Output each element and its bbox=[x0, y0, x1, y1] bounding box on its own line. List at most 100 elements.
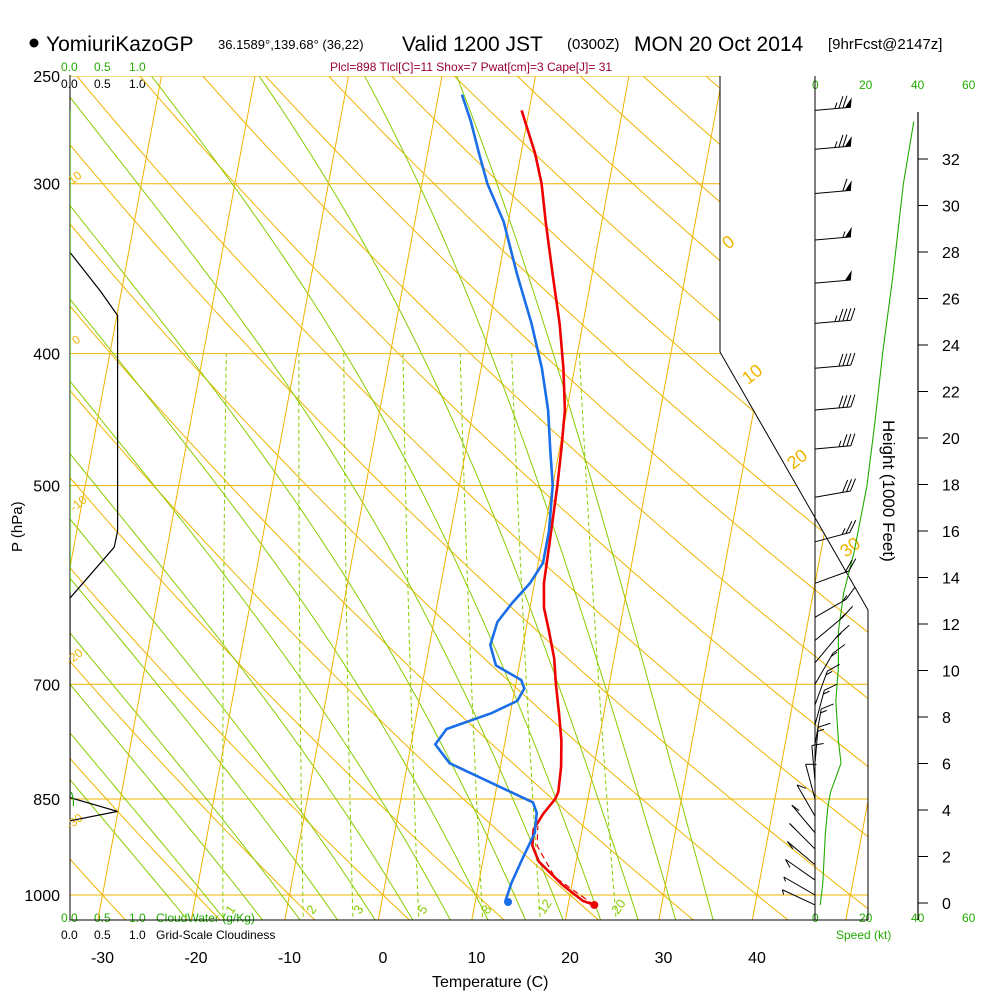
wind-barb-flag bbox=[851, 308, 855, 320]
dry-adiabat-line bbox=[803, 52, 1000, 924]
wind-barb-flag bbox=[838, 625, 849, 635]
wind-barb-flag bbox=[846, 521, 852, 533]
mixing-ratio-line bbox=[512, 354, 541, 924]
cloud-panel bbox=[70, 110, 118, 821]
cloud-water-tick-label: 0.0 bbox=[61, 60, 78, 74]
wind-barb-flag bbox=[847, 353, 851, 365]
wind-barb-flag bbox=[839, 309, 843, 321]
valid-time: Valid 1200 JST bbox=[402, 33, 543, 56]
pressure-tick-label: 850 bbox=[33, 792, 60, 809]
height-tick-label: 22 bbox=[942, 385, 960, 402]
height-axis-title: Height (1000 Feet) bbox=[879, 420, 898, 562]
isotherm-line bbox=[565, 52, 727, 924]
mixing-ratio-label: 12 bbox=[534, 896, 555, 916]
speed-axis-label: Speed (kt) bbox=[836, 928, 891, 942]
wind-barb bbox=[815, 395, 855, 410]
temperature-tick-label: -30 bbox=[91, 950, 114, 967]
wind-barbs bbox=[782, 96, 855, 905]
isotherm-line bbox=[4, 52, 166, 924]
height-tick-label: 0 bbox=[942, 896, 951, 913]
wind-barb bbox=[815, 135, 852, 150]
moist-adiabat-line bbox=[35, 52, 565, 924]
height-tick-label: 12 bbox=[942, 617, 960, 634]
isotherm-line bbox=[191, 52, 353, 924]
wind-barb-shaft bbox=[786, 859, 815, 880]
wind-barb-flag bbox=[821, 704, 833, 709]
wind-barb-flag bbox=[843, 434, 847, 446]
wind-barb bbox=[815, 587, 855, 617]
wind-barb bbox=[815, 270, 852, 283]
wind-barb bbox=[815, 625, 849, 663]
speed-tick-label: 40 bbox=[911, 78, 925, 92]
mixing-ratio-line bbox=[403, 354, 419, 924]
wind-barb-shaft bbox=[815, 107, 851, 110]
height-tick-label: 26 bbox=[942, 292, 960, 309]
isotherm-label: 10 bbox=[65, 168, 84, 187]
isotherm-label: 30 bbox=[836, 533, 864, 561]
wind-barb bbox=[815, 434, 855, 449]
height-tick-label: 10 bbox=[942, 664, 960, 681]
cloud-scale-bottom: 0.0 0.5 1.0 CloudWater (g/Kg) 0.0 0.5 1.… bbox=[61, 911, 275, 942]
wind-barb-flag bbox=[824, 684, 836, 690]
temperature-tick-label: -10 bbox=[278, 950, 301, 967]
wind-barb-flag bbox=[839, 135, 843, 147]
mixing-ratio-lines bbox=[223, 354, 617, 924]
moist-adiabat-line bbox=[0, 52, 452, 924]
height-tick-label: 24 bbox=[942, 338, 960, 355]
dewpoint-line bbox=[435, 95, 552, 902]
wind-barb-flag bbox=[818, 723, 830, 727]
wind-barb-shaft bbox=[815, 446, 851, 449]
sounding-series bbox=[435, 95, 598, 909]
cloud-scale-top: 0.0 0.5 1.0 0.0 0.5 1.0 bbox=[61, 60, 146, 91]
y-axis-title: P (hPa) bbox=[9, 501, 26, 552]
isotherm-line bbox=[658, 52, 820, 924]
dry-adiabat-line bbox=[0, 52, 414, 924]
isobars bbox=[70, 76, 1000, 895]
isotherm-label: 10 bbox=[738, 360, 766, 388]
dry-adiabat-line bbox=[492, 52, 1000, 924]
cloudiness-tick-label: 0.0 bbox=[61, 928, 78, 942]
wind-barb bbox=[812, 744, 824, 782]
temperature-tick-label: 40 bbox=[748, 950, 766, 967]
cloud-water-tick-label: 1.0 bbox=[129, 911, 146, 925]
cloud-water-tick-label: 0.5 bbox=[94, 60, 111, 74]
dry-adiabat-line bbox=[741, 52, 1000, 924]
wind-barb-flag bbox=[843, 354, 847, 366]
wind-barb-flag bbox=[847, 395, 851, 407]
dry-adiabat-line bbox=[0, 52, 888, 924]
wind-barb bbox=[815, 645, 845, 685]
wind-barb-flag bbox=[851, 353, 855, 365]
isotherm-label: -10 bbox=[67, 492, 90, 514]
pressure-tick-label: 300 bbox=[33, 177, 60, 194]
wind-barb-flag bbox=[843, 309, 847, 321]
dry-adiabat-line bbox=[181, 52, 1000, 924]
wind-barb-flag bbox=[851, 395, 855, 407]
dry-adiabat-line bbox=[0, 52, 793, 924]
mixing-ratio-line bbox=[223, 354, 227, 924]
cloudiness-label: Grid-Scale Cloudiness bbox=[156, 928, 275, 942]
isotherm-label: -20 bbox=[63, 645, 86, 667]
wind-barb-shaft bbox=[815, 365, 851, 368]
wind-barb-shaft bbox=[815, 146, 851, 149]
height-tick-label: 2 bbox=[942, 850, 951, 867]
speed-scale-bottom: 0 20 40 60 Speed (kt) bbox=[812, 911, 976, 942]
wind-barb-shaft bbox=[815, 491, 850, 497]
dry-adiabat-line bbox=[57, 52, 982, 924]
indices-line: Plcl=898 Tlcl[C]=11 Shox=7 Pwat[cm]=3 Ca… bbox=[330, 60, 612, 74]
wind-barb-flag bbox=[846, 587, 855, 599]
wind-barb-shaft bbox=[815, 237, 851, 240]
wind-barb-shaft bbox=[815, 320, 851, 323]
temperature-tick-label: 0 bbox=[379, 950, 388, 967]
speed-tick-label: 60 bbox=[962, 78, 976, 92]
right-border bbox=[720, 76, 868, 920]
height-tick-label: 16 bbox=[942, 524, 960, 541]
dry-adiabat-line bbox=[0, 52, 129, 924]
surface-temperature-point bbox=[590, 901, 598, 909]
wind-barb-half-flag bbox=[835, 103, 837, 109]
wind-barb-flag bbox=[839, 354, 843, 366]
wind-barb bbox=[815, 179, 852, 194]
surface-dewpoint-point bbox=[504, 898, 512, 906]
